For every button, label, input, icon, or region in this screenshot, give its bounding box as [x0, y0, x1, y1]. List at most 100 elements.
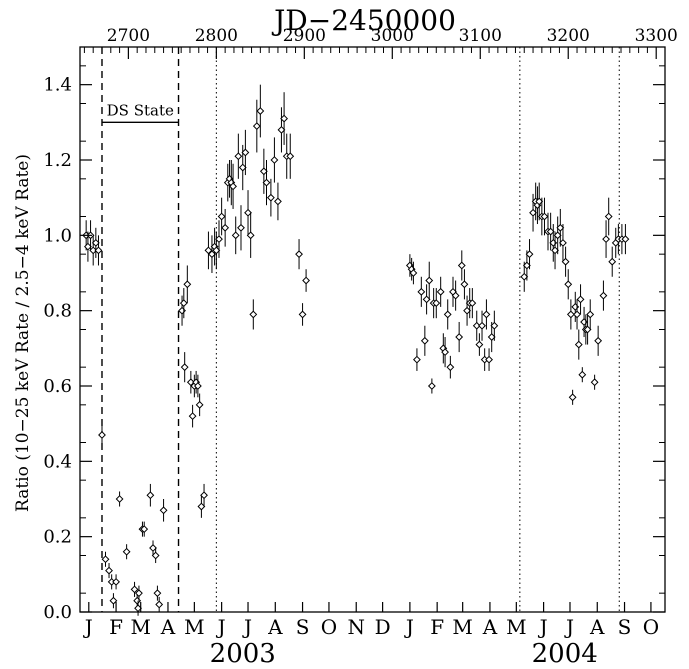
data-point	[573, 299, 581, 330]
data-point	[183, 265, 192, 304]
data-point	[266, 178, 275, 217]
point-marker	[155, 600, 164, 609]
point-marker	[482, 310, 491, 319]
data-point	[229, 163, 237, 209]
y-tick-label: 1.0	[43, 225, 72, 246]
point-marker	[409, 269, 418, 277]
data-point	[101, 551, 110, 567]
point-marker	[468, 299, 477, 308]
point-marker	[443, 310, 452, 319]
month-label: D	[375, 615, 391, 639]
data-point	[135, 585, 143, 601]
data-point	[130, 581, 139, 597]
data-point	[231, 216, 240, 255]
data-point	[193, 374, 202, 398]
ds-state-annotation: DS State	[101, 101, 179, 123]
reference-lines	[101, 47, 620, 612]
month-label: N	[347, 615, 365, 639]
point-marker	[105, 566, 113, 575]
point-marker	[441, 348, 449, 357]
point-marker	[180, 363, 189, 372]
data-point	[200, 483, 208, 507]
data-point	[159, 499, 168, 522]
data-point	[482, 299, 491, 330]
point-marker	[274, 197, 282, 206]
data-point	[420, 325, 429, 356]
data-point	[237, 205, 245, 251]
data-point	[155, 596, 164, 612]
point-marker	[252, 122, 261, 131]
data-point	[302, 269, 310, 292]
data-point	[146, 483, 155, 507]
point-marker	[594, 336, 603, 345]
data-point	[115, 491, 124, 507]
data-point	[204, 231, 213, 270]
month-label: J	[564, 615, 574, 639]
month-label: J	[216, 615, 226, 639]
point-marker	[608, 257, 617, 266]
point-marker	[525, 250, 534, 259]
data-point	[432, 288, 441, 319]
point-marker	[256, 107, 265, 115]
point-marker	[573, 310, 581, 319]
y-tick-label: 0.2	[43, 527, 72, 548]
top-tick-label: 3000	[371, 26, 414, 46]
point-marker	[259, 167, 268, 176]
year-label: 2004	[532, 639, 598, 669]
point-marker	[561, 257, 570, 266]
point-marker	[229, 182, 237, 191]
data-point	[566, 299, 575, 330]
point-marker	[109, 596, 118, 605]
point-marker	[432, 299, 441, 308]
data-point	[295, 239, 303, 270]
point-marker	[455, 333, 464, 341]
data-point	[553, 216, 562, 255]
point-marker	[599, 291, 608, 300]
data-point	[427, 378, 436, 394]
point-marker	[200, 491, 208, 500]
point-marker	[286, 152, 295, 161]
data-point	[259, 148, 268, 194]
point-marker	[604, 212, 613, 221]
data-point	[241, 129, 250, 176]
point-marker	[566, 310, 575, 319]
point-marker	[427, 382, 436, 390]
data-points	[82, 84, 630, 616]
point-marker	[451, 291, 460, 300]
top-tick-label: 2700	[107, 26, 150, 46]
data-point	[249, 299, 258, 330]
point-marker	[472, 321, 481, 330]
data-point	[460, 269, 469, 300]
ds-state-label: DS State	[107, 101, 174, 119]
data-point	[485, 348, 493, 371]
data-point	[422, 284, 431, 315]
point-marker	[487, 333, 496, 341]
point-marker	[422, 295, 431, 304]
y-tick-label: 0.0	[43, 602, 72, 623]
point-marker	[413, 355, 421, 364]
month-label: O	[643, 615, 659, 639]
month-label: M	[452, 615, 472, 639]
data-point	[217, 197, 226, 236]
data-point	[280, 92, 288, 145]
point-marker	[602, 235, 610, 244]
month-label: J	[242, 615, 252, 639]
data-point	[105, 563, 113, 579]
data-point	[455, 321, 464, 353]
point-marker	[149, 544, 157, 552]
month-label: M	[130, 615, 150, 639]
data-point	[604, 197, 613, 236]
top-tick-label: 3100	[459, 26, 502, 46]
point-marker	[590, 378, 599, 387]
data-point	[409, 261, 418, 285]
point-marker	[238, 163, 247, 172]
data-point	[286, 133, 295, 179]
data-point	[197, 495, 206, 518]
data-point	[599, 280, 608, 311]
data-point	[277, 107, 286, 153]
point-marker	[215, 235, 223, 244]
y-tick-label: 1.2	[43, 150, 72, 171]
point-marker	[446, 363, 455, 372]
data-point	[256, 84, 265, 138]
